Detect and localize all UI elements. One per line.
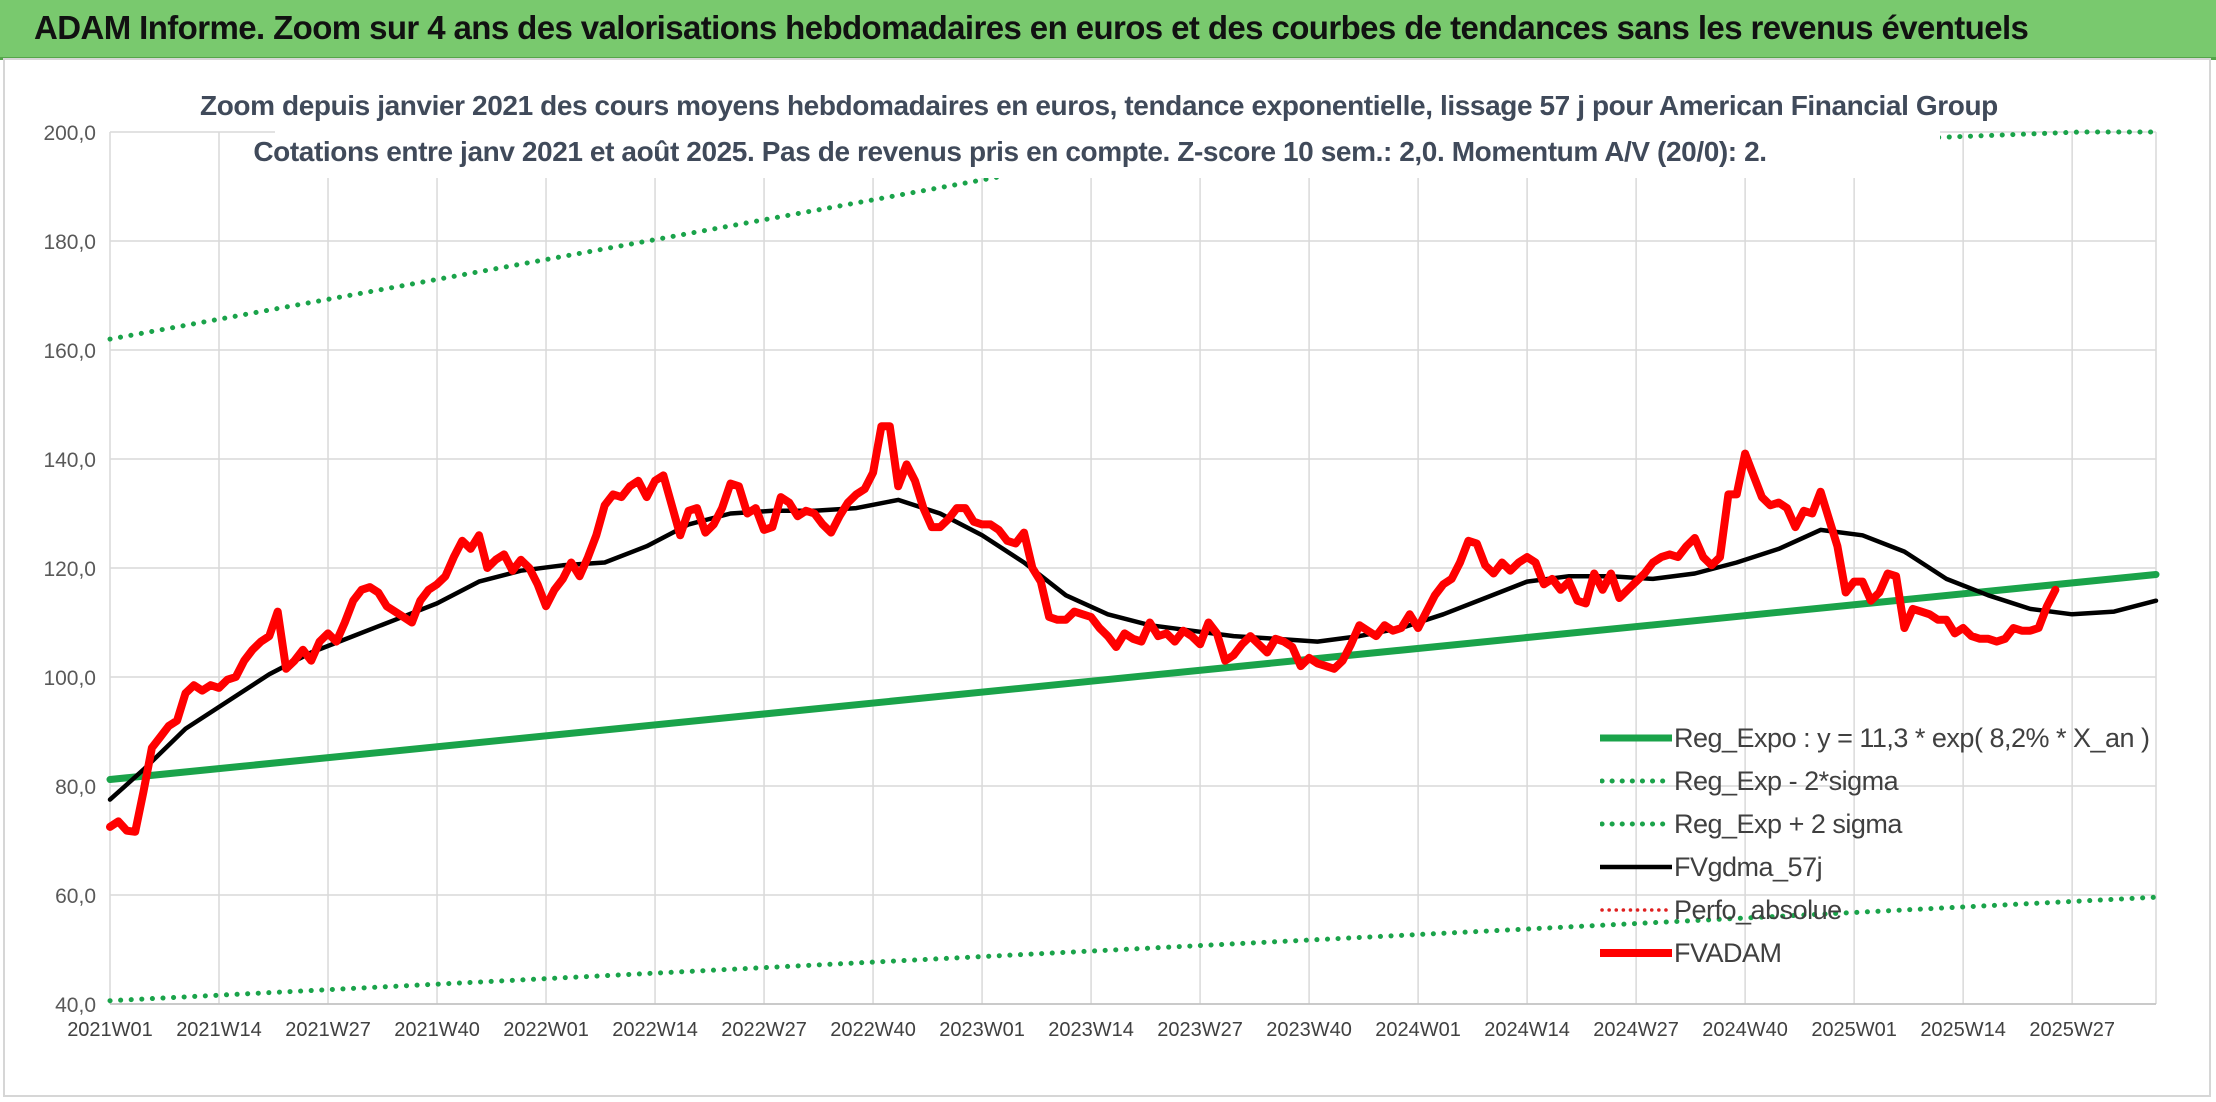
y-tick-label: 40,0 [55, 994, 96, 1017]
legend-label: Reg_Exp + 2 sigma [1674, 809, 1902, 839]
x-axis-tick-labels: 2021W01 2021W14 2021W27 2021W40 2022W01 2022W… [67, 1019, 2115, 1041]
chart-subtitle: Cotations entre janv 2021 et août 2025. … [253, 136, 1767, 167]
x-tick-label: 2023W14 [1048, 1019, 1134, 1041]
chart-title: Zoom depuis janvier 2021 des cours moyen… [200, 90, 1998, 121]
y-tick-label: 60,0 [55, 885, 96, 908]
chart-legend: Reg_Expo : y = 11,3 * exp( 8,2% * X_an )… [1599, 720, 2150, 980]
y-tick-label: 80,0 [55, 776, 96, 799]
y-axis-tick-labels: 40,0 60,0 80,0 100,0 120,0 140,0 160,0 180,0 200… [43, 122, 96, 1017]
legend-item-perfo-absolue: Perfo_absolue [1600, 892, 2140, 928]
legend-label: Reg_Exp - 2*sigma [1674, 766, 1899, 796]
legend-label: FVgdma_57j [1674, 852, 1823, 882]
x-tick-label: 2024W01 [1375, 1019, 1461, 1041]
x-tick-label: 2022W14 [612, 1019, 698, 1041]
report-title: ADAM Informe. Zoom sur 4 ans des valoris… [34, 9, 2029, 46]
x-tick-label: 2024W27 [1593, 1019, 1679, 1041]
title-background [275, 82, 1940, 178]
x-tick-label: 2021W40 [394, 1019, 480, 1041]
legend-swatch-fvgdma [1600, 859, 1672, 875]
legend-swatch-fvadam [1600, 945, 1672, 961]
legend-item-reg-exp-plus: Reg_Exp + 2 sigma [1599, 806, 2140, 842]
band-line-plus-2-sigma [107, 129, 2159, 342]
legend-label: Perfo_absolue [1674, 895, 1842, 925]
y-tick-label: 120,0 [43, 558, 96, 581]
legend-swatch-reg-exp-plus [1599, 816, 1675, 832]
price-line-fvadam [106, 422, 2060, 836]
x-tick-label: 2022W27 [721, 1019, 807, 1041]
legend-swatch-perfo-absolue [1600, 902, 1674, 918]
legend-swatch-reg-expo [1600, 730, 1672, 746]
x-tick-label: 2021W01 [67, 1019, 153, 1041]
x-tick-label: 2024W40 [1702, 1019, 1788, 1041]
report-banner: ADAM Informe. Zoom sur 4 ans des valoris… [0, 0, 2216, 60]
x-tick-label: 2021W14 [176, 1019, 262, 1041]
y-tick-label: 100,0 [43, 667, 96, 690]
x-tick-label: 2022W01 [503, 1019, 589, 1041]
y-tick-label: 140,0 [43, 449, 96, 472]
legend-swatch-reg-exp-minus [1599, 773, 1675, 789]
trend-line-reg-expo [106, 571, 2160, 783]
x-tick-label: 2023W40 [1266, 1019, 1352, 1041]
legend-item-fvadam: FVADAM [1600, 935, 2140, 971]
x-tick-label: 2023W01 [939, 1019, 1025, 1041]
series-lines [106, 129, 2160, 1004]
legend-item-reg-exp-minus: Reg_Exp - 2*sigma [1599, 763, 2140, 799]
band-line-minus-2-sigma [107, 894, 2159, 1004]
x-tick-label: 2025W27 [2029, 1019, 2115, 1041]
x-tick-label: 2024W14 [1484, 1019, 1570, 1041]
legend-label: Reg_Expo : y = 11,3 * exp( 8,2% * X_an ) [1674, 723, 2150, 753]
legend-label: FVADAM [1674, 938, 1782, 968]
y-tick-label: 200,0 [43, 122, 96, 145]
y-tick-label: 180,0 [43, 231, 96, 254]
x-tick-label: 2022W40 [830, 1019, 916, 1041]
chart-frame [3, 58, 2211, 1097]
legend-item-reg-expo: Reg_Expo : y = 11,3 * exp( 8,2% * X_an ) [1600, 720, 2150, 756]
smoothed-line-fvgdma [107, 497, 2159, 802]
x-tick-label: 2021W27 [285, 1019, 371, 1041]
x-tick-label: 2025W01 [1811, 1019, 1897, 1041]
y-tick-label: 160,0 [43, 340, 96, 363]
x-tick-label: 2023W27 [1157, 1019, 1243, 1041]
x-tick-label: 2025W14 [1920, 1019, 2006, 1041]
legend-item-fvgdma: FVgdma_57j [1600, 849, 2140, 885]
